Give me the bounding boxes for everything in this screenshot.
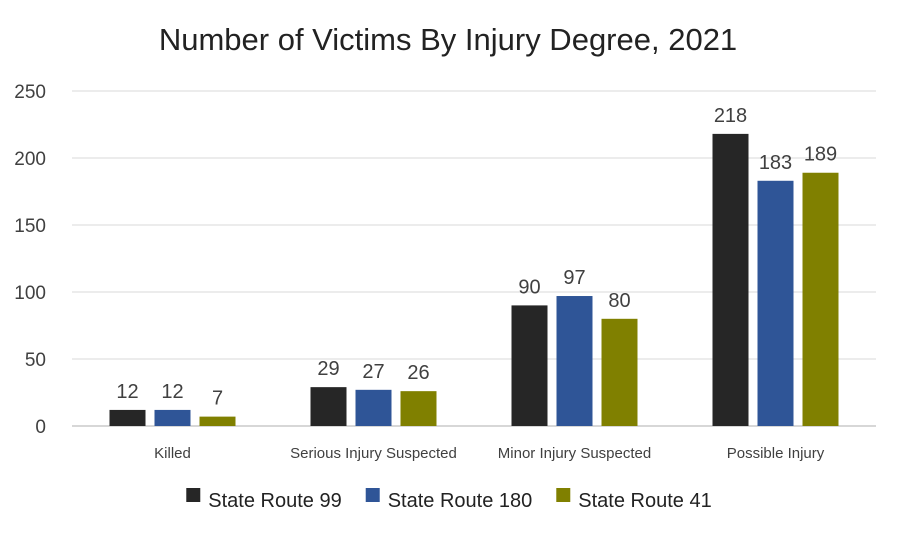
- bar: [154, 409, 191, 426]
- bar: [400, 391, 437, 426]
- bar: [757, 180, 794, 426]
- bar: [712, 133, 749, 426]
- data-label: 26: [407, 362, 429, 384]
- bar: [601, 318, 638, 426]
- y-tick-label: 50: [25, 350, 46, 371]
- bar: [199, 416, 236, 426]
- legend-swatch: [186, 488, 201, 502]
- x-category-label: Minor Injury Suspected: [498, 445, 651, 462]
- legend-label: State Route 99: [208, 490, 341, 512]
- bars: [109, 133, 839, 426]
- x-category-label: Possible Injury: [727, 445, 825, 462]
- legend-item: State Route 180: [365, 488, 533, 512]
- data-label: 12: [116, 381, 138, 403]
- bar: [355, 389, 392, 426]
- data-label: 218: [714, 105, 747, 127]
- data-label: 7: [212, 388, 223, 410]
- legend-swatch: [556, 488, 571, 502]
- x-category-label: Killed: [154, 445, 191, 462]
- bar: [511, 305, 548, 426]
- legend-swatch: [365, 488, 380, 502]
- data-label: 29: [317, 358, 339, 380]
- data-label: 97: [563, 267, 585, 289]
- y-tick-label: 250: [14, 82, 46, 103]
- data-label: 27: [362, 361, 384, 383]
- legend-label: State Route 41: [578, 490, 711, 512]
- legend-item: State Route 41: [556, 488, 712, 512]
- x-axis-category-labels: Killed Serious Injury Suspected Minor Inju…: [154, 445, 825, 462]
- data-label: 90: [518, 276, 540, 298]
- y-tick-label: 200: [14, 149, 46, 170]
- x-category-label: Serious Injury Suspected: [290, 445, 457, 462]
- y-tick-label: 150: [14, 216, 46, 237]
- bar: [109, 409, 146, 426]
- bar: [802, 172, 839, 426]
- data-label: 80: [608, 290, 630, 312]
- data-label: 189: [804, 144, 837, 166]
- data-labels: 12 12 7 29 27 26 90 97 80 218 183 189: [116, 105, 837, 410]
- y-axis-tick-labels: 0 50 100 150 200 250: [14, 82, 46, 438]
- legend-item: State Route 99: [186, 488, 342, 512]
- legend-label: State Route 180: [388, 490, 533, 512]
- y-tick-label: 100: [14, 283, 46, 304]
- data-label: 183: [759, 152, 792, 174]
- bar: [556, 296, 593, 426]
- gridlines: [72, 90, 876, 427]
- y-tick-label: 0: [35, 417, 46, 438]
- legend: State Route 99 State Route 180 State Route…: [186, 488, 712, 512]
- chart-title: Number of Victims By Injury Degree, 2021: [159, 22, 737, 57]
- data-label: 12: [161, 381, 183, 403]
- bar: [310, 387, 347, 426]
